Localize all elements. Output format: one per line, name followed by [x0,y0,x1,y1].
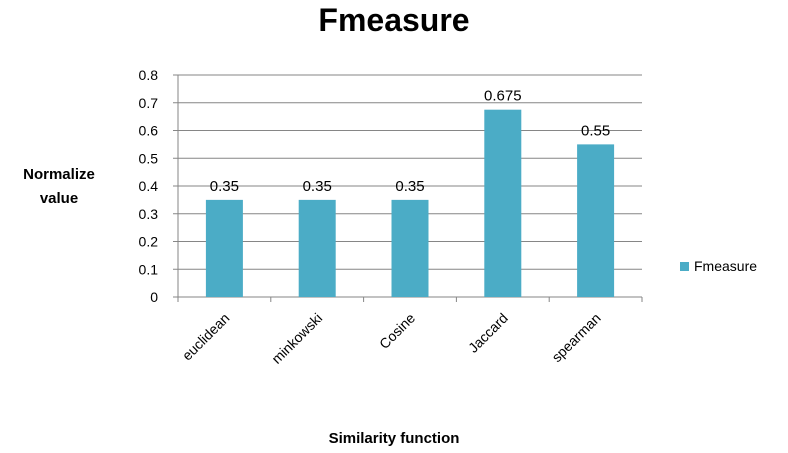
y-tick-label: 0.3 [139,206,159,222]
bar [577,144,615,297]
y-tick-label: 0.8 [139,67,159,83]
data-label: 0.35 [303,178,332,195]
y-tick-label: 0.6 [139,123,159,139]
bar [205,199,243,297]
x-axis-label: Similarity function [328,430,460,447]
y-tick-label: 0.2 [139,234,159,250]
legend-label: Fmeasure [694,258,757,274]
legend-swatch [680,262,689,271]
data-label: 0.35 [210,178,239,195]
data-label: 0.675 [484,88,522,105]
y-tick-label: 0.1 [139,261,159,277]
y-tick-label: 0.5 [139,150,159,166]
data-label: 0.35 [395,178,424,195]
y-axis-label: Normalize value [23,166,95,207]
x-tick-label: spearman [548,310,603,365]
bar [391,199,429,297]
y-tick-label: 0 [150,289,158,305]
y-tick-label: 0.7 [139,95,159,111]
chart-title: Fmeasure [318,2,470,38]
data-label: 0.55 [581,122,610,139]
bar [298,199,336,297]
bar [484,109,522,297]
y-tick-label: 0.4 [139,178,159,194]
x-tick-label: euclidean [179,310,233,364]
x-tick-label: Jaccard [465,310,511,356]
x-tick-label: minkowski [268,310,325,367]
x-tick-label: Cosine [376,310,418,352]
